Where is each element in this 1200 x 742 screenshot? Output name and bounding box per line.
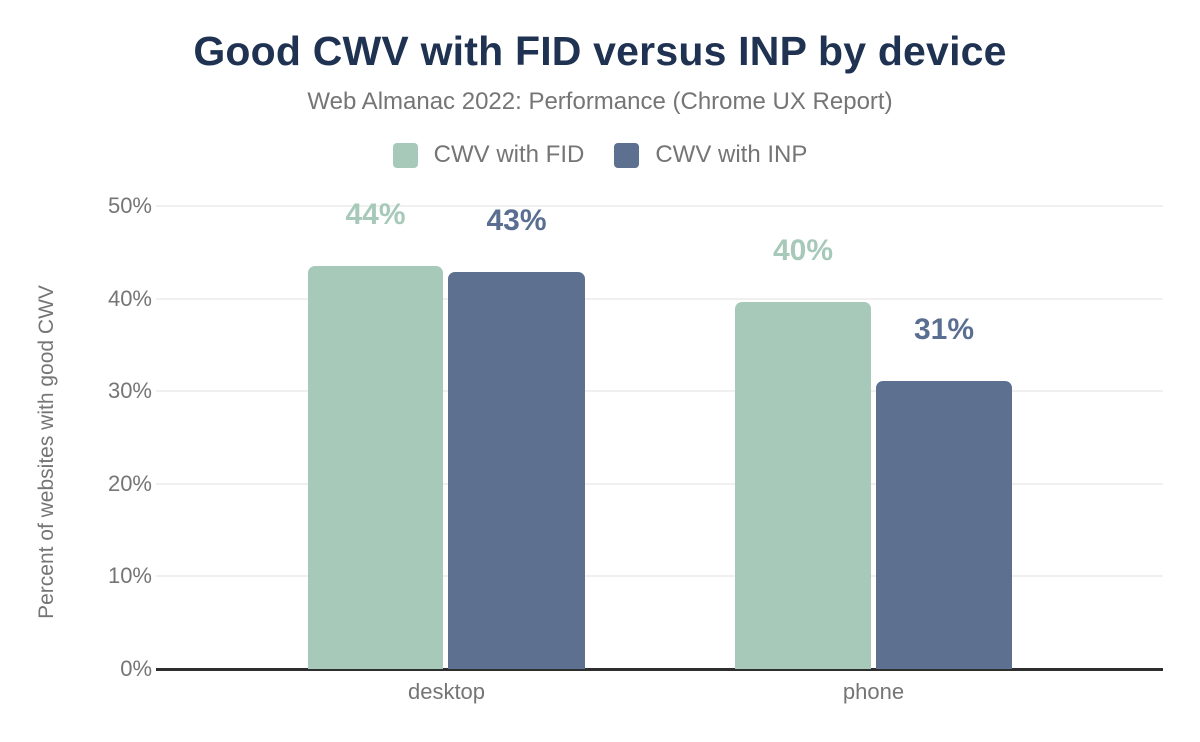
bar-value-label-desktop-cwv-with-fid: 44%	[345, 198, 406, 232]
bar-phone-cwv-with-inp	[876, 381, 1012, 669]
legend-item-cwv-with-inp: CWV with INP	[614, 141, 807, 169]
legend-label: CWV with FID	[433, 141, 585, 168]
legend-swatch-cwv-with-fid	[392, 142, 418, 168]
legend-label: CWV with INP	[655, 141, 808, 168]
y-tick-label-30: 30%	[107, 378, 152, 404]
x-category-label-desktop: desktop	[407, 679, 486, 704]
chart-subtitle: Web Almanac 2022: Performance (Chrome UX…	[307, 88, 893, 115]
legend-swatch-cwv-with-inp	[614, 142, 640, 168]
chart-title: Good CWV with FID versus INP by device	[193, 28, 1007, 74]
y-tick-label-40: 40%	[107, 285, 152, 311]
gridline-20	[156, 482, 1163, 485]
y-tick-label-0: 0%	[120, 656, 152, 681]
legend: CWV with FID CWV with INP	[0, 141, 1200, 169]
gridline-40	[156, 297, 1163, 300]
bar-desktop-cwv-with-inp	[448, 271, 585, 669]
gridline-10	[156, 575, 1163, 578]
y-tick-label-10: 10%	[107, 563, 152, 589]
legend-item-cwv-with-fid: CWV with FID	[392, 141, 585, 169]
bar-desktop-cwv-with-fid	[308, 266, 443, 669]
y-tick-label-20: 20%	[107, 470, 152, 496]
y-axis-title: Percent of websites with good CWV	[35, 285, 58, 619]
bar-value-label-phone-cwv-with-inp: 31%	[913, 313, 975, 346]
x-category-label-phone: phone	[842, 679, 905, 704]
x-axis-line	[156, 668, 1163, 671]
gridline-30	[156, 390, 1163, 393]
y-tick-label-50: 50%	[107, 193, 152, 218]
bar-value-label-phone-cwv-with-fid: 40%	[772, 234, 834, 268]
bar-phone-cwv-with-fid	[735, 302, 871, 669]
gridline-50	[156, 205, 1163, 207]
bar-value-label-desktop-cwv-with-inp: 43%	[486, 203, 547, 237]
